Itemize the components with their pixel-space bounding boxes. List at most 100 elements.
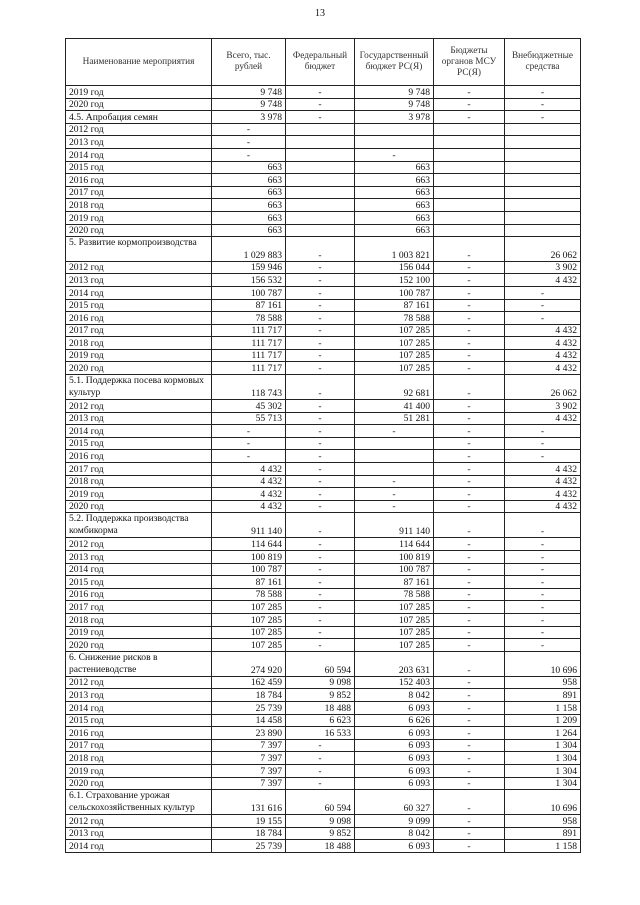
header-federal: Федеральный бюджет: [285, 38, 355, 86]
cell-federal: -: [285, 575, 355, 589]
cell-name: 2019 год: [65, 85, 212, 99]
cell-name: 2017 год: [65, 600, 212, 614]
table-row: 2014 год 25 739 18 488 6 093-1 158: [65, 839, 581, 853]
cell-federal: 60 594: [285, 789, 355, 816]
cell-name: 2020 год: [65, 361, 212, 376]
table-row: 5. Развитие кормопроизводства 1 029 883-1…: [65, 236, 581, 262]
cell-state: [354, 135, 434, 149]
cell-state: 60 327: [354, 789, 434, 816]
cell-municipal: -: [433, 814, 505, 828]
cell-state: 6 093: [354, 751, 434, 765]
table-row: 2019 год 111 717-107 285-4 432: [65, 348, 581, 363]
cell-total: -: [211, 135, 286, 149]
cell-state: 203 631: [354, 650, 434, 677]
cell-extrabudget: 4 432: [504, 348, 581, 363]
cell-name: 2018 год: [65, 751, 212, 765]
cell-municipal: -: [433, 487, 505, 501]
cell-federal: -: [285, 612, 355, 627]
cell-name: 2018 год: [65, 474, 212, 489]
cell-municipal: -: [433, 675, 505, 690]
cell-extrabudget: 958: [504, 814, 581, 828]
cell-total: 100 787: [211, 562, 286, 577]
cell-extrabudget: [504, 122, 581, 137]
cell-state: 152 403: [354, 675, 434, 690]
table-row: 2017 год 107 285-107 285- -: [65, 600, 581, 614]
cell-municipal: -: [433, 399, 505, 413]
cell-state: 9 748: [354, 85, 434, 99]
cell-name: 2016 год: [65, 311, 212, 325]
table-row: 2014 год - -: [65, 147, 581, 162]
table-row: 2013 год 100 819-100 819- -: [65, 550, 581, 564]
cell-name: 2017 год: [65, 185, 212, 200]
table-row: 2015 год 87 161-87 161- -: [65, 575, 581, 589]
cell-name: 2016 год: [65, 173, 212, 187]
table-row: 2012 год 114 644-114 644- -: [65, 537, 581, 551]
table-row: 2020 год 107 285-107 285- -: [65, 638, 581, 652]
table-row: 2017 год 663 663: [65, 185, 581, 200]
cell-federal: -: [285, 285, 355, 300]
cell-name: 5.2. Поддержка производства комбикорма: [65, 512, 212, 539]
cell-extrabudget: -: [504, 512, 581, 539]
cell-extrabudget: -: [504, 424, 581, 438]
cell-name: 2012 год: [65, 814, 212, 828]
funding-table: Наименование мероприятия Всего, тыс. руб…: [65, 38, 581, 853]
cell-federal: -: [285, 411, 355, 426]
cell-municipal: -: [433, 638, 505, 652]
cell-federal: [285, 198, 355, 212]
table-row: 5.1. Поддержка посева кормовых культур 11…: [65, 374, 581, 401]
cell-extrabudget: 1 158: [504, 700, 581, 715]
cell-name: 2020 год: [65, 638, 212, 652]
cell-state: 6 093: [354, 700, 434, 715]
cell-municipal: [433, 185, 505, 200]
cell-total: 156 532: [211, 273, 286, 287]
cell-state: 6 626: [354, 713, 434, 728]
cell-state: 100 787: [354, 562, 434, 577]
cell-total: 663: [211, 160, 286, 175]
cell-municipal: -: [433, 612, 505, 627]
cell-state: -: [354, 487, 434, 501]
cell-total: 7 397: [211, 763, 286, 778]
cell-total: 663: [211, 223, 286, 238]
cell-extrabudget: 10 696: [504, 650, 581, 677]
table-row: 2015 год 663 663: [65, 160, 581, 175]
cell-name: 2017 год: [65, 738, 212, 753]
cell-extrabudget: 4 432: [504, 336, 581, 350]
cell-extrabudget: 958: [504, 675, 581, 690]
header-municipal: Бюджеты органов МСУ РС(Я): [433, 38, 505, 86]
cell-state: 663: [354, 160, 434, 175]
header-state: Государственный бюджет РС(Я): [354, 38, 434, 86]
cell-total: 107 285: [211, 638, 286, 652]
cell-extrabudget: 1 158: [504, 839, 581, 853]
table-row: 5.2. Поддержка производства комбикорма 91…: [65, 512, 581, 539]
cell-name: 2014 год: [65, 700, 212, 715]
cell-state: 152 100: [354, 273, 434, 287]
table-row: 2017 год 4 432- -4 432: [65, 462, 581, 476]
cell-federal: [285, 160, 355, 175]
cell-municipal: [433, 160, 505, 175]
cell-municipal: -: [433, 110, 505, 124]
cell-federal: [285, 223, 355, 238]
cell-extrabudget: -: [504, 285, 581, 300]
cell-municipal: -: [433, 789, 505, 816]
cell-name: 2013 год: [65, 135, 212, 149]
cell-total: 87 161: [211, 298, 286, 313]
cell-municipal: -: [433, 336, 505, 350]
cell-state: 100 787: [354, 285, 434, 300]
cell-federal: [285, 185, 355, 200]
table-row: 2013 год 18 784 9 852 8 042-891: [65, 826, 581, 841]
cell-extrabudget: 4 432: [504, 462, 581, 476]
cell-state: [354, 122, 434, 137]
cell-state: 6 093: [354, 839, 434, 853]
cell-federal: -: [285, 763, 355, 778]
cell-federal: 9 098: [285, 814, 355, 828]
table-row: 6.1. Страхование урожая сельскохозяйстве…: [65, 789, 581, 816]
header-total: Всего, тыс. рублей: [211, 38, 286, 86]
cell-municipal: -: [433, 839, 505, 853]
cell-name: 5. Развитие кормопроизводства: [65, 236, 212, 262]
cell-state: 663: [354, 210, 434, 225]
cell-state: 6 093: [354, 763, 434, 778]
cell-extrabudget: -: [504, 550, 581, 564]
table-row: 2015 год - - - -: [65, 436, 581, 451]
cell-extrabudget: 1 209: [504, 713, 581, 728]
table-row: 2012 год 162 459 9 098 152 403-958: [65, 675, 581, 690]
